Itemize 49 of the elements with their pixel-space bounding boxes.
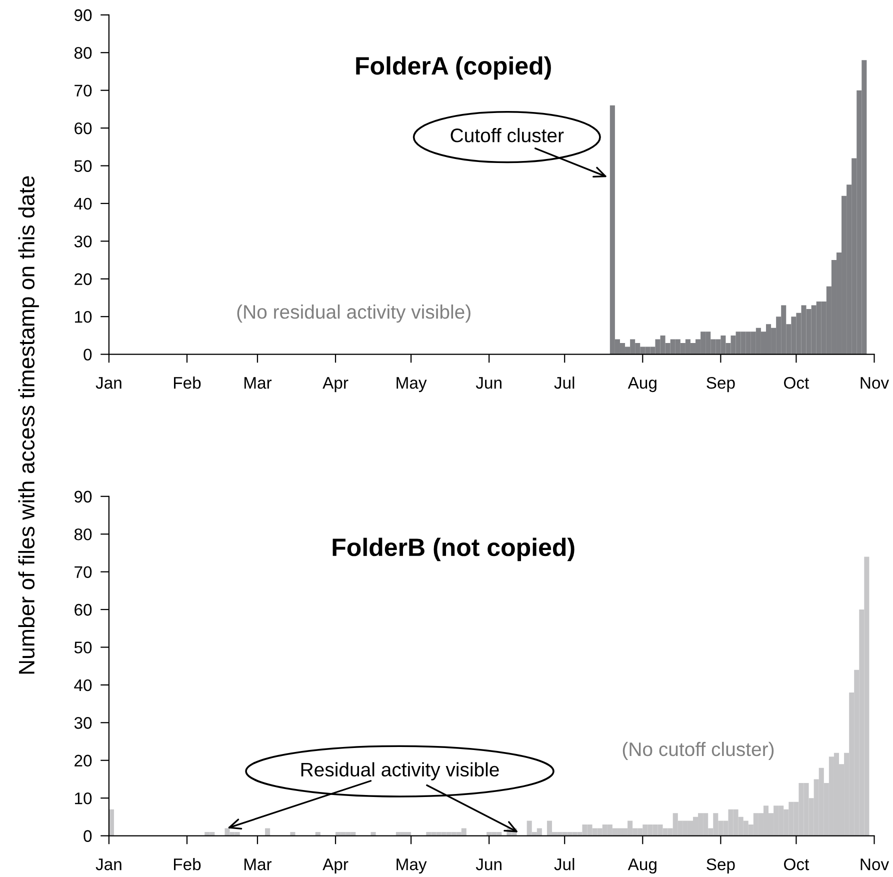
x-tick-label: Jul <box>554 376 574 389</box>
x-tick-label: Feb <box>174 376 201 389</box>
y-tick-label: 30 <box>74 717 92 729</box>
x-tick-label: Jun <box>476 377 502 389</box>
y-tick-label: 20 <box>74 273 92 286</box>
y-tick-label: 10 <box>75 311 92 323</box>
y-tick-label: 50 <box>74 160 92 172</box>
x-tick-label: May <box>396 377 427 392</box>
text: FolderA (copied) <box>356 56 551 80</box>
y-tick-label: 70 <box>74 84 92 97</box>
x-tick-label: Aug <box>628 858 656 874</box>
y-tick-label: 40 <box>74 679 92 692</box>
y-tick-label: 60 <box>74 604 92 616</box>
y-tick-label: 0 <box>84 348 92 361</box>
y-tick-label: 80 <box>74 47 92 59</box>
x-tick-label: Mar <box>244 858 272 870</box>
y-tick-label: 80 <box>74 528 92 540</box>
y-tick-label: 90 <box>74 9 92 22</box>
x-tick-label: Apr <box>322 377 348 392</box>
text: FolderB (not copied) <box>332 538 574 562</box>
x-tick-label: Jun <box>476 858 502 870</box>
y-tick-label: 50 <box>74 642 92 654</box>
x-tick-label: Jan <box>96 858 122 870</box>
x-tick-label: Sep <box>706 858 735 874</box>
x-tick-label: Jul <box>554 858 574 870</box>
x-tick-label: Jan <box>96 377 122 389</box>
y-tick-label: 70 <box>74 566 92 578</box>
annotation: Cutoff cluster <box>450 128 564 142</box>
x-tick-label: Aug <box>628 377 656 392</box>
x-tick-label: Oct <box>784 858 810 870</box>
y-tick-label: 40 <box>74 198 92 210</box>
y-axis-title: Number of files with access timestamp on this date <box>18 176 39 674</box>
annotation: (No residual activity visible) <box>237 304 470 323</box>
annotation: (No cutoff cluster) <box>622 742 774 760</box>
x-tick-label: Apr <box>322 858 348 874</box>
x-tick-label: Oct <box>784 376 810 389</box>
x-tick-label: May <box>396 858 427 874</box>
y-tick-label: 60 <box>74 122 92 134</box>
y-tick-label: 30 <box>74 236 92 248</box>
x-tick-label: Nov <box>860 377 890 389</box>
y-tick-label: 20 <box>74 754 92 767</box>
y-tick-label: 10 <box>75 792 92 804</box>
x-tick-label: Sep <box>706 376 735 392</box>
annotation: Residual activity visible <box>301 762 499 780</box>
y-tick-label: 0 <box>84 830 92 842</box>
y-tick-label: 90 <box>74 490 92 503</box>
x-tick-label: Feb <box>174 858 201 870</box>
x-tick-label: Nov <box>860 858 890 870</box>
x-tick-label: Mar <box>244 377 272 389</box>
